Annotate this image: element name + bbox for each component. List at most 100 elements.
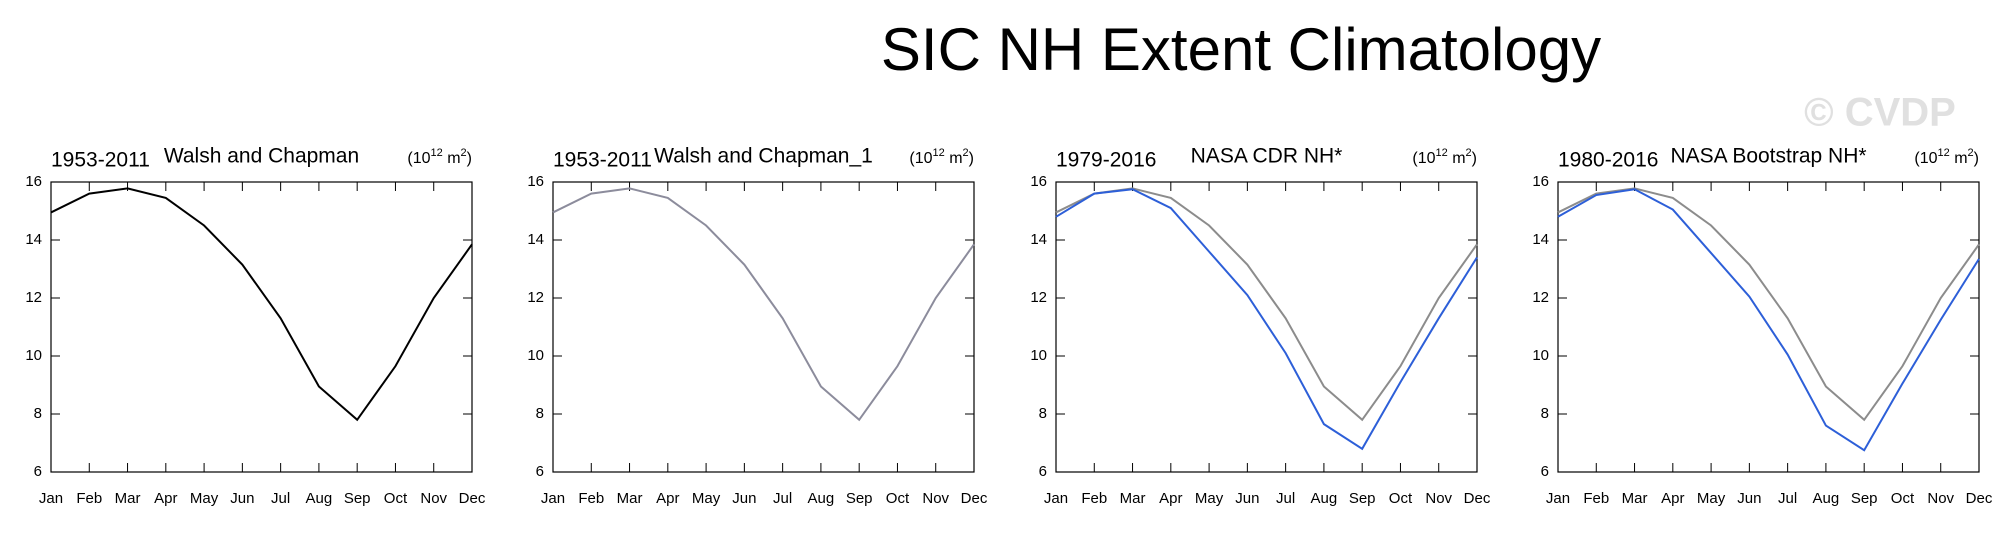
units-part: ) — [969, 150, 974, 167]
x-tick-label: May — [1195, 490, 1224, 507]
x-tick-label: Dec — [459, 490, 486, 507]
units-part: ) — [1974, 150, 1979, 167]
x-tick-label: Feb — [578, 490, 604, 507]
x-tick-label: Jan — [39, 490, 63, 507]
x-tick-label: Mar — [115, 490, 141, 507]
units-part: m — [945, 150, 963, 167]
units: (1012 m2) — [1914, 147, 1979, 167]
y-tick-label: 12 — [1030, 289, 1047, 306]
x-tick-label: Sep — [1349, 490, 1376, 507]
x-tick-label: Feb — [76, 490, 102, 507]
x-tick-label: Apr — [1159, 490, 1182, 507]
x-tick-label: Jun — [230, 490, 254, 507]
units-part: ) — [1472, 150, 1477, 167]
units-part: 2 — [1968, 147, 1974, 159]
x-tick-label: Nov — [420, 490, 447, 507]
y-tick-label: 14 — [1030, 231, 1047, 248]
units: (1012 m2) — [407, 147, 472, 167]
x-tick-label: Feb — [1081, 490, 1107, 507]
y-tick-label: 14 — [527, 231, 544, 248]
y-tick-label: 8 — [1541, 405, 1549, 422]
panel-period: 1980-2016 — [1558, 149, 1658, 172]
units-part: (10 — [1412, 150, 1435, 167]
x-tick-label: Jan — [541, 490, 565, 507]
y-tick-label: 8 — [536, 405, 544, 422]
x-tick-label: Sep — [344, 490, 371, 507]
y-tick-label: 8 — [1039, 405, 1047, 422]
x-tick-label: Sep — [1851, 490, 1878, 507]
figure-title: SIC NH Extent Climatology — [881, 16, 1601, 83]
data-line — [1557, 187, 1980, 422]
y-tick-label: 6 — [536, 463, 544, 480]
units-part: ) — [467, 150, 472, 167]
y-tick-label: 16 — [1532, 173, 1549, 190]
x-tick-label: Nov — [1425, 490, 1452, 507]
y-tick-label: 8 — [34, 405, 42, 422]
watermark: © CVDP — [1804, 91, 1956, 135]
y-tick-label: 6 — [1039, 463, 1047, 480]
units-part: m — [1448, 150, 1466, 167]
y-tick-label: 16 — [25, 173, 42, 190]
panel-period: 1979-2016 — [1056, 149, 1156, 172]
x-tick-label: Jun — [1235, 490, 1259, 507]
x-tick-label: Oct — [1891, 490, 1915, 507]
y-tick-label: 12 — [1532, 289, 1549, 306]
units-part: m — [443, 150, 461, 167]
x-tick-label: Oct — [1389, 490, 1413, 507]
units-part: 2 — [461, 147, 467, 159]
plot-frame — [50, 181, 473, 473]
x-tick-label: Jul — [1778, 490, 1797, 507]
units: (1012 m2) — [909, 147, 974, 167]
x-tick-label: Jul — [271, 490, 290, 507]
units-part: 2 — [963, 147, 969, 159]
plot-frame — [1557, 181, 1980, 473]
x-tick-label: Nov — [922, 490, 949, 507]
x-tick-label: May — [1697, 490, 1726, 507]
units-part: (10 — [909, 150, 932, 167]
x-tick-label: Apr — [1661, 490, 1684, 507]
x-tick-label: Oct — [384, 490, 408, 507]
x-tick-label: Mar — [1120, 490, 1146, 507]
x-tick-label: May — [692, 490, 721, 507]
panel-title: NASA CDR NH* — [1191, 145, 1343, 168]
x-tick-label: May — [190, 490, 219, 507]
units-part: 12 — [1436, 147, 1448, 159]
y-tick-label: 10 — [1030, 347, 1047, 364]
panel-period: 1953-2011 — [553, 149, 652, 172]
data-line — [50, 187, 473, 422]
units-part: 2 — [1466, 147, 1472, 159]
panel-title: Walsh and Chapman — [164, 145, 359, 168]
x-tick-label: Sep — [846, 490, 873, 507]
units-part: (10 — [1914, 150, 1937, 167]
units-part: 12 — [1938, 147, 1950, 159]
y-tick-label: 12 — [25, 289, 42, 306]
y-tick-label: 6 — [1541, 463, 1549, 480]
x-tick-label: Aug — [808, 490, 835, 507]
units-part: m — [1950, 150, 1968, 167]
x-tick-label: Oct — [886, 490, 910, 507]
x-tick-label: Jul — [773, 490, 792, 507]
y-tick-label: 12 — [527, 289, 544, 306]
plot-frame — [552, 181, 975, 473]
units: (1012 m2) — [1412, 147, 1477, 167]
y-tick-label: 14 — [1532, 231, 1549, 248]
y-tick-label: 10 — [527, 347, 544, 364]
data-line — [552, 187, 975, 422]
data-line — [1055, 187, 1478, 422]
x-tick-label: Aug — [306, 490, 333, 507]
x-tick-label: Jun — [732, 490, 756, 507]
x-tick-label: Feb — [1583, 490, 1609, 507]
x-tick-label: Mar — [1622, 490, 1648, 507]
units-part: 12 — [431, 147, 443, 159]
x-tick-label: Apr — [656, 490, 679, 507]
x-tick-label: Jun — [1737, 490, 1761, 507]
x-tick-label: Jan — [1044, 490, 1068, 507]
x-tick-label: Aug — [1311, 490, 1338, 507]
data-line — [1557, 188, 1980, 452]
x-tick-label: Nov — [1927, 490, 1954, 507]
units-part: (10 — [407, 150, 430, 167]
units-part: 12 — [933, 147, 945, 159]
panel-title: Walsh and Chapman_1 — [654, 145, 873, 168]
